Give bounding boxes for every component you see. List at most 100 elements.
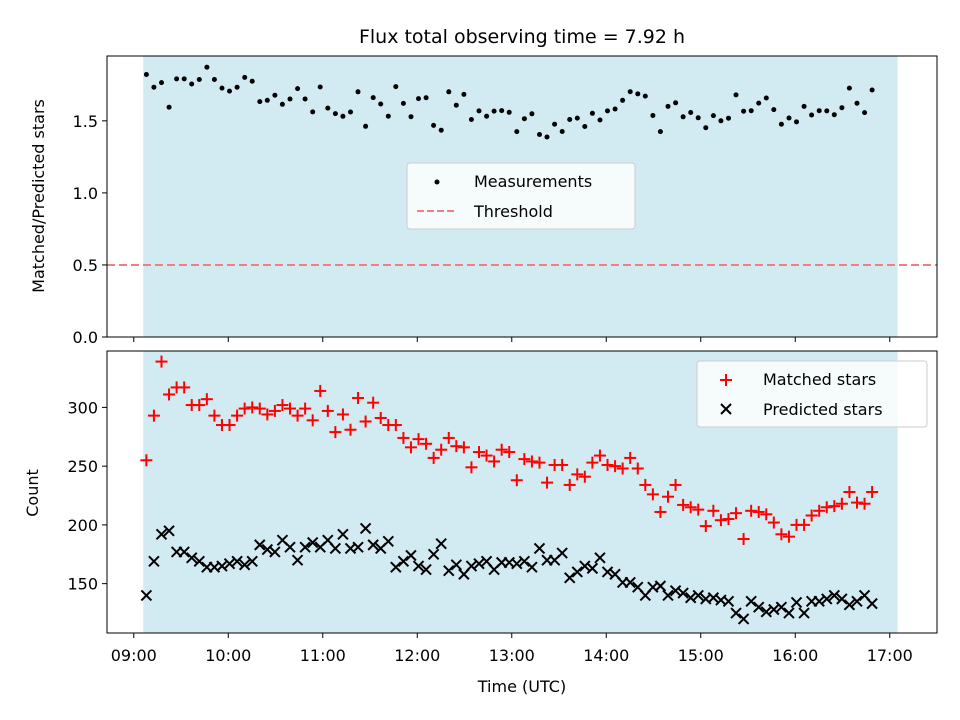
matched-star-point: [193, 399, 206, 412]
matched-star-point: [450, 440, 463, 453]
matched-star-point: [661, 490, 674, 503]
predicted-star-point: [737, 613, 750, 625]
matched-star-point: [563, 478, 576, 491]
measurement-point: [196, 77, 202, 82]
measurement-point: [332, 111, 338, 117]
matched-star-point: [291, 409, 304, 422]
measurement-point: [627, 89, 633, 95]
matched-star-point: [284, 402, 297, 415]
measurement-point: [499, 108, 505, 114]
predicted-star-point: [261, 543, 274, 556]
bottom-y-tick-label: 200: [67, 516, 98, 535]
predicted-star-point: [707, 592, 720, 604]
predicted-star-point: [564, 572, 576, 584]
predicted-star-point: [284, 541, 296, 553]
predicted-star-point: [246, 555, 258, 568]
predicted-star-point: [473, 557, 485, 570]
measurement-point: [794, 119, 799, 125]
x-tick-label: 16:00: [772, 646, 818, 665]
measurement-point: [809, 112, 815, 118]
predicted-star-point: [186, 552, 198, 564]
predicted-star-point: [813, 595, 825, 607]
predicted-star-point: [571, 566, 583, 578]
predicted-star-point: [148, 555, 160, 568]
top-x-ticks: [133, 337, 891, 342]
predicted-star-point: [390, 561, 402, 573]
matched-star-point: [359, 415, 372, 428]
measurement-point: [778, 121, 784, 127]
predicted-star-point: [140, 589, 153, 602]
matched-star-point: [578, 470, 591, 483]
matched-star-point: [707, 504, 720, 517]
predicted-star-point: [775, 601, 788, 613]
matched-star-point: [571, 468, 584, 481]
measurement-point: [227, 88, 232, 94]
measurement-point: [657, 129, 663, 135]
matched-star-point: [435, 443, 448, 456]
predicted-star-point: [511, 557, 523, 570]
measurement-point: [264, 97, 270, 103]
bottom-panel: 150 200 250 300 09:00 10:00 11:00 12:00 13:00 14…: [23, 350, 938, 696]
predicted-star-point: [843, 599, 856, 611]
x-tick-label: 13:00: [489, 646, 535, 665]
measurement-point: [272, 92, 278, 98]
measurement-point: [726, 115, 731, 121]
matched-star-point: [609, 460, 622, 473]
matched-star-point: [155, 355, 168, 368]
matched-star-point: [404, 441, 417, 454]
top-y-axis: 0.0 0.5 1.0 1.5: [73, 112, 107, 347]
matched-star-point: [314, 384, 327, 397]
predicted-star-point: [412, 560, 425, 572]
legend-predicted-label: Predicted stars: [763, 400, 883, 419]
measurement-point: [763, 95, 769, 101]
measurement-point: [589, 110, 595, 116]
predicted-star-point: [420, 563, 432, 576]
measurement-point: [854, 100, 860, 106]
predicted-star-point: [866, 597, 878, 610]
x-tick-label: 11:00: [300, 646, 346, 665]
predicted-star-point: [163, 525, 175, 537]
measurement-point: [680, 114, 686, 120]
measurement-point: [703, 125, 709, 131]
measurement-point: [862, 110, 868, 116]
matched-star-point: [828, 500, 841, 513]
measurement-point: [189, 81, 195, 87]
predicted-star-point: [684, 592, 697, 604]
measurement-points: [143, 64, 875, 140]
predicted-star-point: [556, 547, 568, 559]
matched-star-point: [178, 381, 191, 394]
predicted-star-point: [662, 589, 674, 602]
matched-star-point: [344, 423, 357, 436]
predicted-star-point: [427, 548, 440, 560]
predicted-star-point: [254, 539, 266, 551]
measurement-point: [846, 85, 852, 91]
top-y-tick-label: 1.5: [73, 112, 98, 131]
measurement-point: [310, 109, 316, 115]
measurement-point: [597, 117, 603, 123]
predicted-star-point: [654, 580, 667, 592]
matched-star-point: [140, 454, 153, 467]
matched-star-point: [329, 426, 342, 439]
predicted-star-point: [624, 576, 636, 589]
matched-star-point: [593, 449, 606, 462]
measurement-point: [151, 84, 157, 90]
matched-star-point: [246, 401, 259, 414]
matched-star-point: [200, 393, 213, 406]
top-y-tick-label: 1.0: [73, 184, 98, 203]
x-tick-label: 15:00: [678, 646, 724, 665]
predicted-star-point: [367, 539, 379, 551]
legend-threshold-label: Threshold: [473, 202, 553, 221]
measurement-point: [355, 89, 361, 95]
measurement-point: [468, 117, 474, 122]
bottom-legend: Matched stars Predicted stars: [696, 360, 928, 428]
predicted-star-point: [533, 542, 546, 555]
measurement-point: [673, 100, 679, 106]
legend-measurements-label: Measurements: [474, 172, 592, 191]
matched-star-point: [473, 446, 486, 459]
matched-star-point: [147, 409, 160, 422]
measurement-point: [287, 96, 293, 102]
measurement-point: [317, 84, 323, 90]
measurement-point: [446, 89, 452, 95]
bottom-y-axis: 150 200 250 300: [67, 398, 107, 594]
measurement-point: [204, 64, 210, 70]
